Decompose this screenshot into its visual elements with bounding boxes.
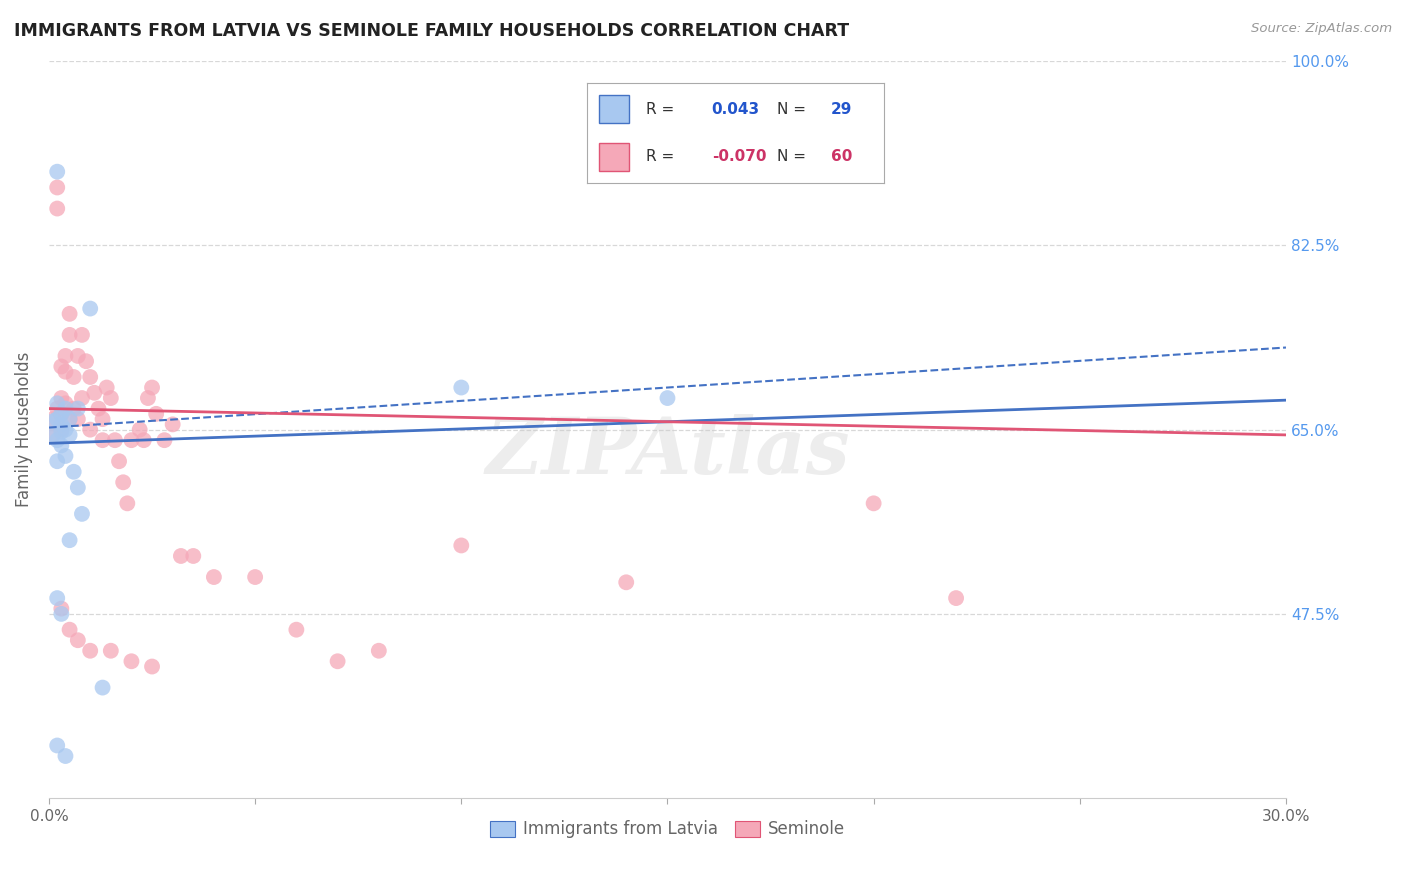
- Point: [62, 370, 84, 384]
- Point: [91, 412, 114, 426]
- Y-axis label: Family Households: Family Households: [15, 352, 32, 508]
- Point: [66, 633, 89, 648]
- Point: [51, 423, 73, 437]
- Text: Source: ZipAtlas.com: Source: ZipAtlas.com: [1251, 22, 1392, 36]
- Point: [46, 412, 69, 426]
- Point: [58, 412, 80, 426]
- Point: [46, 164, 69, 178]
- Point: [117, 496, 139, 510]
- Point: [91, 681, 114, 695]
- Text: IMMIGRANTS FROM LATVIA VS SEMINOLE FAMILY HOUSEHOLDS CORRELATION CHART: IMMIGRANTS FROM LATVIA VS SEMINOLE FAMIL…: [14, 22, 849, 40]
- Point: [58, 428, 80, 442]
- Point: [42, 412, 65, 426]
- Point: [58, 412, 80, 426]
- Point: [62, 465, 84, 479]
- Point: [62, 401, 84, 416]
- Point: [326, 654, 349, 668]
- Point: [136, 391, 159, 405]
- Text: ZIPAtlas: ZIPAtlas: [485, 414, 849, 490]
- Point: [181, 549, 204, 563]
- Point: [46, 202, 69, 216]
- Point: [55, 401, 77, 416]
- Point: [51, 359, 73, 374]
- Point: [46, 433, 69, 447]
- Point: [285, 623, 308, 637]
- Point: [66, 349, 89, 363]
- Legend: Immigrants from Latvia, Seminole: Immigrants from Latvia, Seminole: [484, 814, 852, 845]
- Point: [145, 407, 167, 421]
- Point: [79, 301, 101, 316]
- Point: [51, 601, 73, 615]
- Point: [153, 433, 176, 447]
- Point: [91, 433, 114, 447]
- Point: [657, 391, 679, 405]
- Point: [108, 454, 131, 468]
- Point: [70, 327, 93, 342]
- Point: [614, 575, 637, 590]
- Point: [55, 423, 77, 437]
- Point: [58, 533, 80, 548]
- Point: [170, 549, 193, 563]
- Point: [862, 496, 884, 510]
- Point: [42, 414, 65, 428]
- Point: [58, 307, 80, 321]
- Point: [132, 433, 155, 447]
- Point: [58, 623, 80, 637]
- Point: [46, 591, 69, 606]
- Point: [79, 644, 101, 658]
- Point: [367, 644, 389, 658]
- Point: [202, 570, 225, 584]
- Point: [51, 438, 73, 452]
- Point: [83, 385, 105, 400]
- Point: [46, 454, 69, 468]
- Point: [945, 591, 967, 606]
- Point: [46, 739, 69, 753]
- Point: [55, 749, 77, 764]
- Point: [450, 380, 472, 394]
- Point: [55, 349, 77, 363]
- Point: [128, 423, 150, 437]
- Point: [100, 391, 122, 405]
- Point: [70, 507, 93, 521]
- Point: [55, 365, 77, 379]
- Point: [162, 417, 184, 432]
- Point: [96, 380, 118, 394]
- Point: [87, 401, 110, 416]
- Point: [141, 380, 163, 394]
- Point: [112, 475, 135, 490]
- Point: [46, 396, 69, 410]
- Point: [120, 654, 142, 668]
- Point: [51, 391, 73, 405]
- Point: [58, 327, 80, 342]
- Point: [141, 659, 163, 673]
- Point: [46, 401, 69, 416]
- Point: [66, 401, 89, 416]
- Point: [120, 433, 142, 447]
- Point: [51, 607, 73, 621]
- Point: [66, 481, 89, 495]
- Point: [55, 396, 77, 410]
- Point: [42, 428, 65, 442]
- Point: [42, 428, 65, 442]
- Point: [104, 433, 127, 447]
- Point: [79, 423, 101, 437]
- Point: [51, 407, 73, 421]
- Point: [70, 391, 93, 405]
- Point: [51, 417, 73, 432]
- Point: [66, 412, 89, 426]
- Point: [243, 570, 266, 584]
- Point: [51, 425, 73, 439]
- Point: [75, 354, 97, 368]
- Point: [51, 407, 73, 421]
- Point: [55, 449, 77, 463]
- Point: [450, 538, 472, 552]
- Point: [100, 644, 122, 658]
- Point: [79, 370, 101, 384]
- Point: [46, 180, 69, 194]
